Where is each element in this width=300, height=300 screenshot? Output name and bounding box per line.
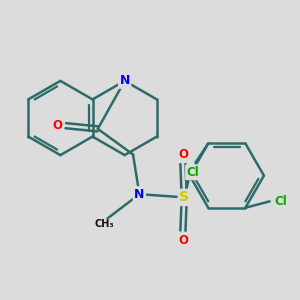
- Text: Cl: Cl: [275, 195, 288, 208]
- Text: CH₃: CH₃: [94, 219, 114, 229]
- Text: S: S: [179, 190, 189, 204]
- Text: Cl: Cl: [187, 166, 199, 179]
- Text: O: O: [178, 234, 188, 247]
- Text: N: N: [119, 74, 130, 87]
- Text: O: O: [178, 148, 188, 161]
- Text: N: N: [134, 188, 145, 201]
- Text: O: O: [52, 119, 62, 132]
